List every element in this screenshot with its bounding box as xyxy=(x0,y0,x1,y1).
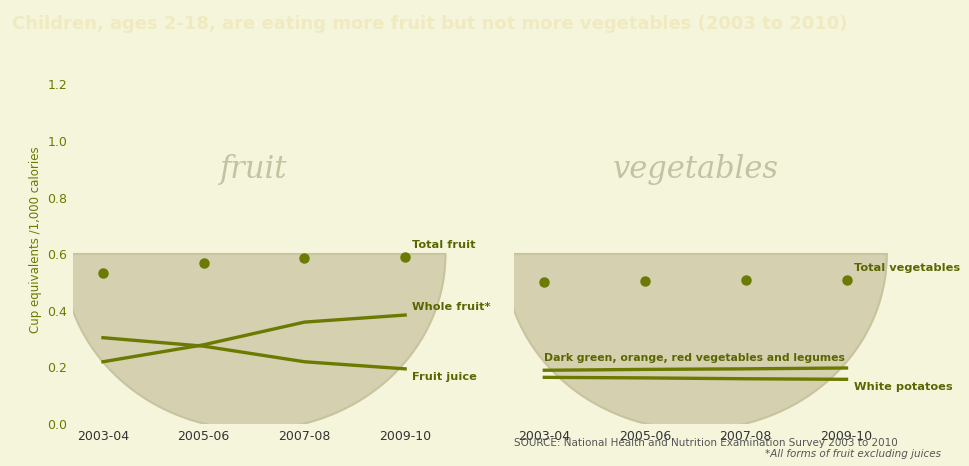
Text: Total vegetables: Total vegetables xyxy=(853,262,958,273)
Polygon shape xyxy=(504,254,886,430)
Text: Whole fruit*: Whole fruit* xyxy=(412,302,490,312)
Text: Fruit juice: Fruit juice xyxy=(412,372,477,382)
Text: Children, ages 2-18, are eating more fruit but not more vegetables (2003 to 2010: Children, ages 2-18, are eating more fru… xyxy=(12,15,846,34)
Text: *All forms of fruit excluding juices: *All forms of fruit excluding juices xyxy=(765,449,940,459)
Text: vegetables: vegetables xyxy=(611,154,777,185)
Polygon shape xyxy=(63,254,445,430)
Text: Total fruit: Total fruit xyxy=(412,240,475,250)
Y-axis label: Cup equivalents /1,000 calories: Cup equivalents /1,000 calories xyxy=(29,147,42,333)
Text: fruit: fruit xyxy=(220,154,288,185)
Text: SOURCE: National Health and Nutrition Examination Survey 2003 to 2010: SOURCE: National Health and Nutrition Ex… xyxy=(514,438,897,448)
Text: White potatoes: White potatoes xyxy=(853,382,952,392)
Text: Dark green, orange, red vegetables and legumes: Dark green, orange, red vegetables and l… xyxy=(544,353,844,363)
